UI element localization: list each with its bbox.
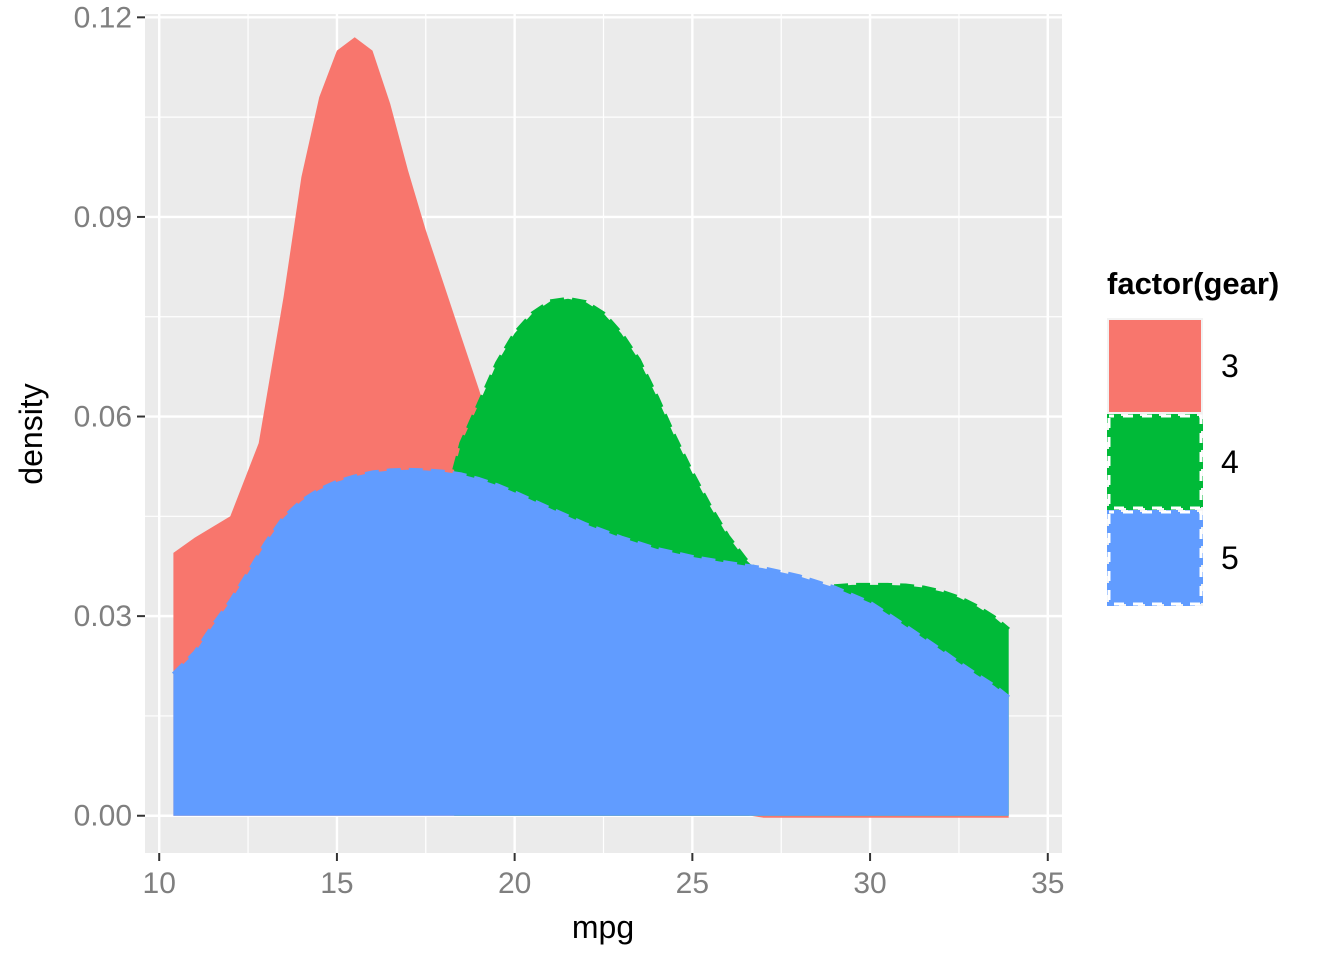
legend-swatch-gear-3 [1109, 320, 1201, 412]
legend-swatch-dash-pattern [1107, 510, 1203, 606]
legend-swatch-dash-pattern [1107, 414, 1203, 510]
y-tick-label: 0.03 [74, 600, 132, 633]
y-tick-label: 0.00 [74, 800, 132, 833]
x-tick-label: 10 [143, 867, 176, 900]
density-area-gear-5 [173, 469, 1009, 816]
density-outline-gear-4 [452, 296, 1010, 631]
density-areas [171, 37, 1010, 818]
legend: factor(gear) 3 4 5 [1107, 266, 1279, 606]
legend-label-gear-3: 3 [1221, 348, 1239, 384]
legend-swatch-gear-5 [1107, 510, 1203, 606]
x-axis-title: mpg [572, 909, 634, 945]
legend-title: factor(gear) [1107, 266, 1279, 301]
y-tick-label: 0.06 [74, 401, 132, 434]
x-tick-label: 15 [320, 867, 353, 900]
legend-label-gear-4: 4 [1221, 444, 1239, 480]
y-tick-label: 0.12 [74, 1, 132, 34]
legend-swatch-gear-4 [1107, 414, 1203, 510]
x-axis: 10 15 20 25 30 35 [143, 853, 1064, 900]
y-tick-label: 0.09 [74, 201, 132, 234]
legend-label-gear-5: 5 [1221, 540, 1239, 576]
x-tick-label: 35 [1031, 867, 1064, 900]
x-tick-label: 25 [676, 867, 709, 900]
density-outline-gear-5 [171, 467, 1010, 699]
y-axis-title: density [13, 383, 49, 484]
y-axis: 0.00 0.03 0.06 0.09 0.12 [74, 1, 145, 833]
x-tick-label: 20 [498, 867, 531, 900]
x-tick-label: 30 [853, 867, 886, 900]
